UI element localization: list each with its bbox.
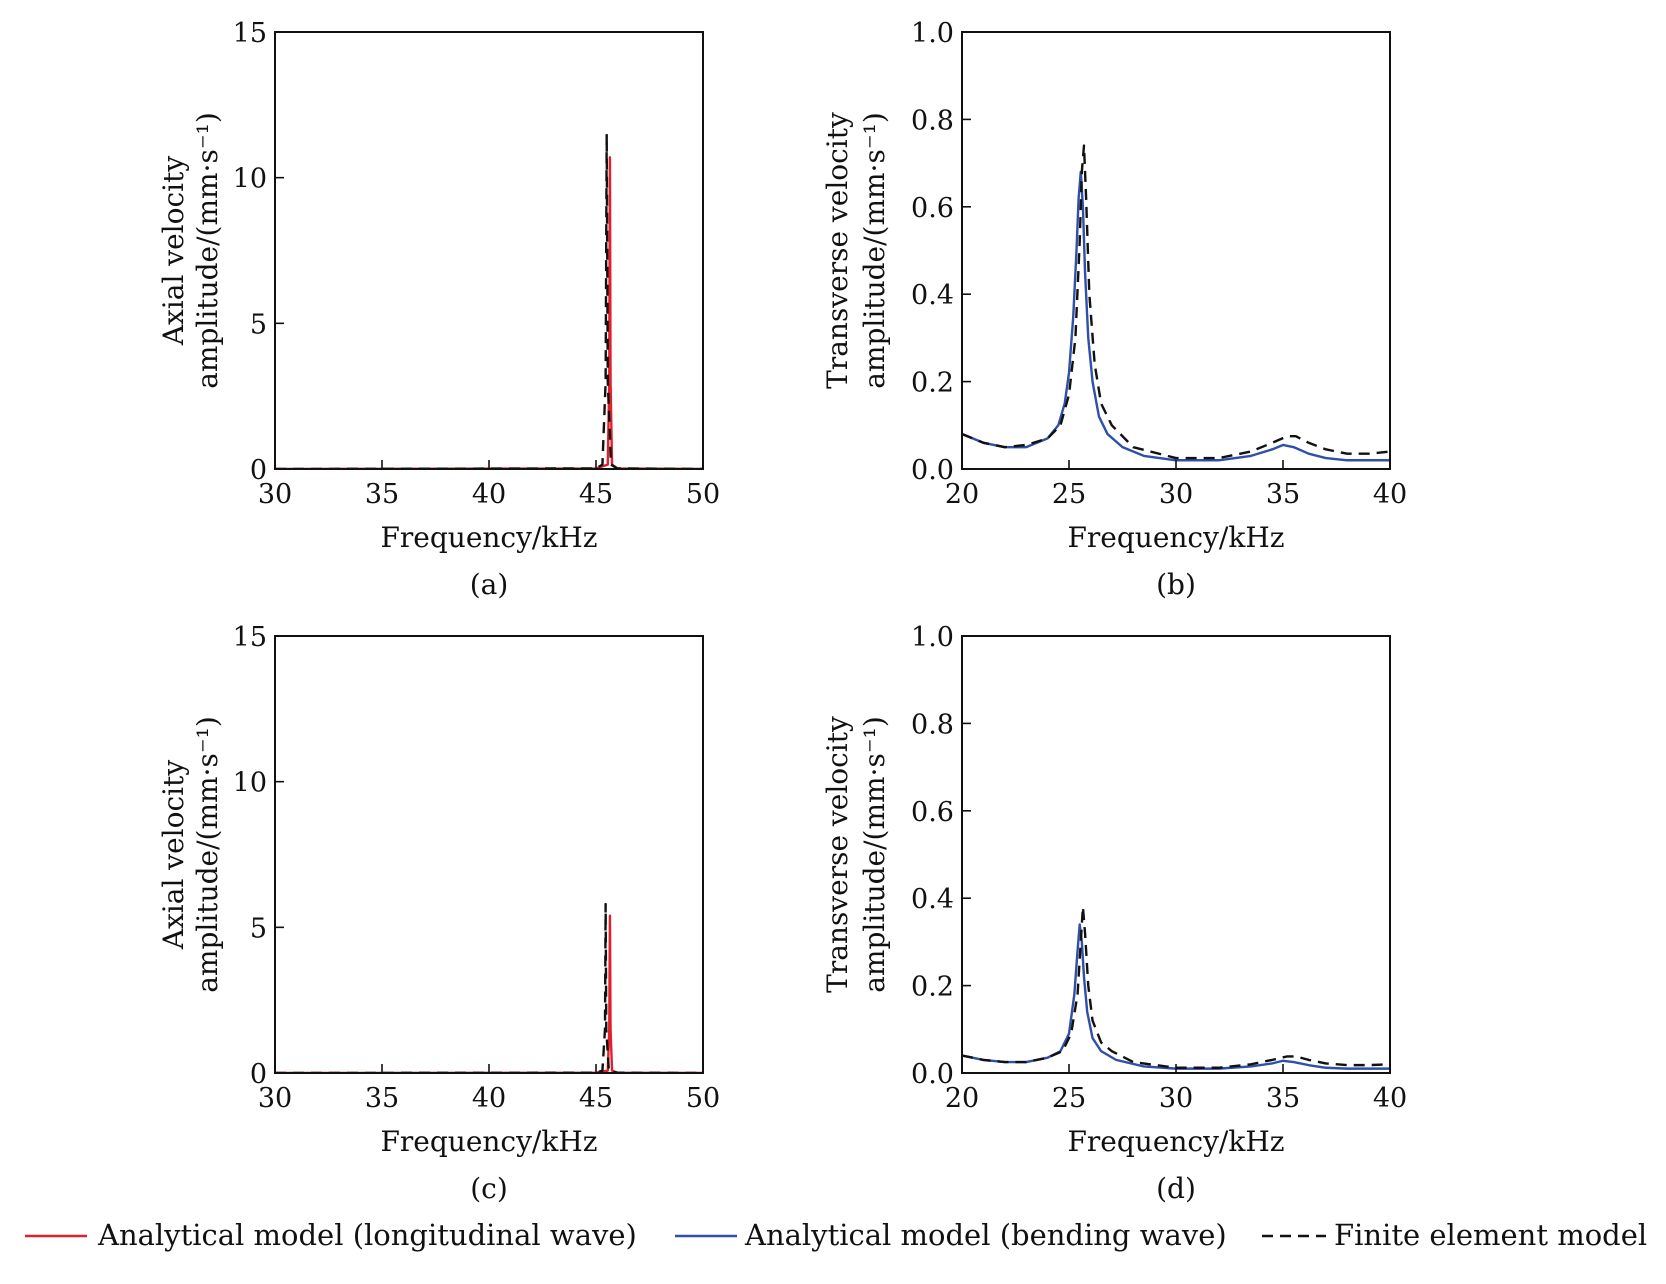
y-tick-label: 0.8	[911, 709, 954, 740]
x-tick-label: 40	[1373, 1083, 1407, 1114]
x-tick-label: 50	[686, 479, 720, 510]
y-tick-label: 0.4	[911, 884, 954, 915]
series-line-finite-element	[275, 902, 703, 1073]
x-axis-label: Frequency/kHz	[380, 1125, 597, 1158]
legend-label: Analytical model (bending wave)	[744, 1218, 1227, 1252]
series-line-analytical	[962, 923, 1390, 1070]
y-tick-label: 0.2	[911, 368, 954, 399]
y-axis-label-line-1: Transverse velocity	[821, 112, 854, 389]
y-tick-label: 0.0	[911, 1059, 954, 1090]
y-tick-label: 0.0	[911, 455, 954, 486]
x-axis-label: Frequency/kHz	[1067, 1125, 1284, 1158]
x-tick-label: 50	[686, 1083, 720, 1114]
x-tick-label: 35	[365, 479, 399, 510]
y-tick-label: 0.2	[911, 972, 954, 1003]
series-group	[962, 144, 1390, 462]
x-tick-label: 35	[1266, 479, 1300, 510]
y-tick-label: 0	[250, 1059, 267, 1090]
y-axis-label-line-1: Axial velocity	[157, 156, 190, 347]
x-tick-label: 35	[365, 1083, 399, 1114]
y-tick-label: 0.8	[911, 105, 954, 136]
y-tick-label: 5	[250, 913, 267, 944]
series-group	[275, 902, 703, 1073]
x-tick-label: 20	[945, 479, 979, 510]
y-tick-label: 0.6	[911, 797, 954, 828]
y-axis-label-line-2: amplitude/(mm·s⁻¹)	[191, 112, 224, 389]
series-line-finite-element	[962, 905, 1390, 1069]
series-group	[962, 905, 1390, 1070]
x-axis-label: Frequency/kHz	[380, 521, 597, 554]
y-tick-label: 0.6	[911, 193, 954, 224]
chart-panel-b: 20 25 30 35 40 0.0 0.2 0.4 0.6 0.8 1.0 Frequency/kH…	[821, 18, 1407, 601]
x-tick-label: 30	[258, 479, 292, 510]
x-tick-label: 40	[472, 1083, 506, 1114]
panel-caption: (d)	[1156, 1172, 1196, 1205]
y-tick-label: 5	[250, 309, 267, 340]
y-tick-label: 1.0	[911, 622, 954, 653]
axes-frame	[961, 31, 1391, 470]
chart-panel-c: 30 35 40 45 50 0 5 10 15 Frequency/kHz Axial veloc…	[157, 622, 720, 1205]
x-tick-label: 30	[1159, 1083, 1193, 1114]
y-axis-label-line-2: amplitude/(mm·s⁻¹)	[858, 112, 891, 389]
series-line-finite-element	[962, 144, 1390, 460]
x-tick-label: 35	[1266, 1083, 1300, 1114]
y-tick-label: 10	[233, 164, 267, 195]
x-tick-label: 45	[579, 479, 613, 510]
legend-label: Analytical model (longitudinal wave)	[97, 1218, 637, 1252]
y-tick-label: 0.4	[911, 280, 954, 311]
x-tick-label: 40	[472, 479, 506, 510]
x-tick-label: 40	[1373, 479, 1407, 510]
y-tick-label: 10	[233, 768, 267, 799]
series-line-analytical	[962, 170, 1390, 462]
y-tick-label: 0	[250, 455, 267, 486]
y-tick-label: 1.0	[911, 18, 954, 49]
y-axis-label-line-2: amplitude/(mm·s⁻¹)	[858, 716, 891, 993]
panel-caption: (a)	[470, 568, 509, 601]
x-axis-label: Frequency/kHz	[1067, 521, 1284, 554]
x-tick-label: 25	[1052, 479, 1086, 510]
y-axis-label-line-2: amplitude/(mm·s⁻¹)	[191, 716, 224, 993]
legend: Analytical model (longitudinal wave) Anal…	[25, 1218, 1647, 1252]
y-tick-label: 15	[233, 18, 267, 49]
chart-panel-a: 30 35 40 45 50 0 5 10 15 Frequency/kHz Axial veloc…	[157, 18, 720, 601]
axes-frame	[274, 31, 704, 470]
x-tick-label: 30	[258, 1083, 292, 1114]
panel-caption: (b)	[1156, 568, 1196, 601]
series-line-analytical	[275, 156, 703, 469]
axes-frame	[961, 635, 1391, 1074]
series-group	[275, 132, 703, 469]
panel-caption: (c)	[470, 1172, 508, 1205]
series-line-analytical	[275, 914, 703, 1073]
y-axis-label-line-1: Transverse velocity	[821, 716, 854, 993]
x-tick-label: 30	[1159, 479, 1193, 510]
x-tick-label: 45	[579, 1083, 613, 1114]
series-line-finite-element	[275, 132, 703, 469]
y-axis-label-line-1: Axial velocity	[157, 760, 190, 951]
legend-item: Analytical model (bending wave)	[675, 1218, 1227, 1252]
y-tick-label: 15	[233, 622, 267, 653]
legend-label: Finite element model	[1334, 1218, 1647, 1252]
x-tick-label: 20	[945, 1083, 979, 1114]
axes-frame	[274, 635, 704, 1074]
chart-panel-d: 20 25 30 35 40 0.0 0.2 0.4 0.6 0.8 1.0 Frequency/kH…	[821, 622, 1407, 1205]
legend-item: Finite element model	[1262, 1218, 1647, 1252]
legend-item: Analytical model (longitudinal wave)	[25, 1218, 637, 1252]
x-tick-label: 25	[1052, 1083, 1086, 1114]
